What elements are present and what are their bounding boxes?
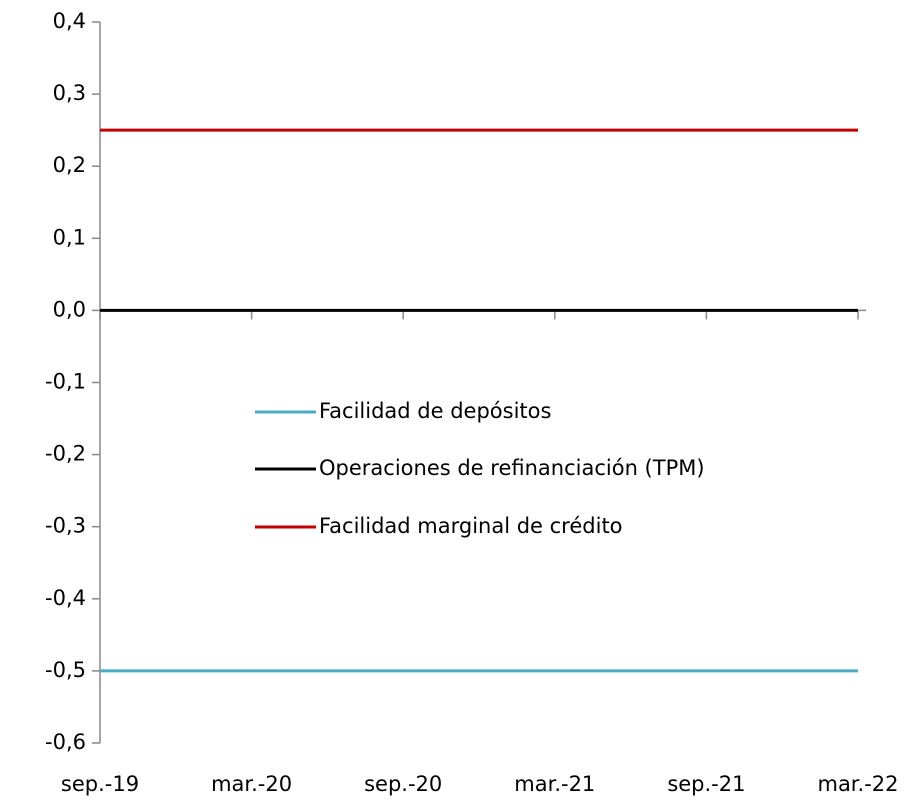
x-tick-label: sep.-19 xyxy=(61,772,139,796)
x-tick-label: sep.-21 xyxy=(667,772,745,796)
x-tick-label: mar.-20 xyxy=(211,772,292,796)
y-tick-label: 0,1 xyxy=(53,225,86,249)
y-tick-label: -0,6 xyxy=(45,730,86,754)
x-tick-label: sep.-20 xyxy=(364,772,442,796)
legend-label: Facilidad de depósitos xyxy=(319,399,551,423)
y-tick-label: 0,4 xyxy=(53,9,86,33)
x-tick-label: mar.-21 xyxy=(514,772,595,796)
legend-label: Facilidad marginal de crédito xyxy=(319,514,623,538)
y-tick-label: -0,1 xyxy=(45,370,86,394)
y-tick-label: 0,3 xyxy=(53,81,86,105)
y-tick-label: -0,5 xyxy=(45,658,86,682)
y-tick-label: 0,0 xyxy=(53,297,86,321)
y-tick-label: -0,2 xyxy=(45,442,86,466)
x-tick-label: mar.-22 xyxy=(817,772,898,796)
y-tick-label: -0,3 xyxy=(45,514,86,538)
legend-label: Operaciones de refinanciación (TPM) xyxy=(319,456,705,480)
y-tick-label: 0,2 xyxy=(53,153,86,177)
y-tick-label: -0,4 xyxy=(45,586,86,610)
